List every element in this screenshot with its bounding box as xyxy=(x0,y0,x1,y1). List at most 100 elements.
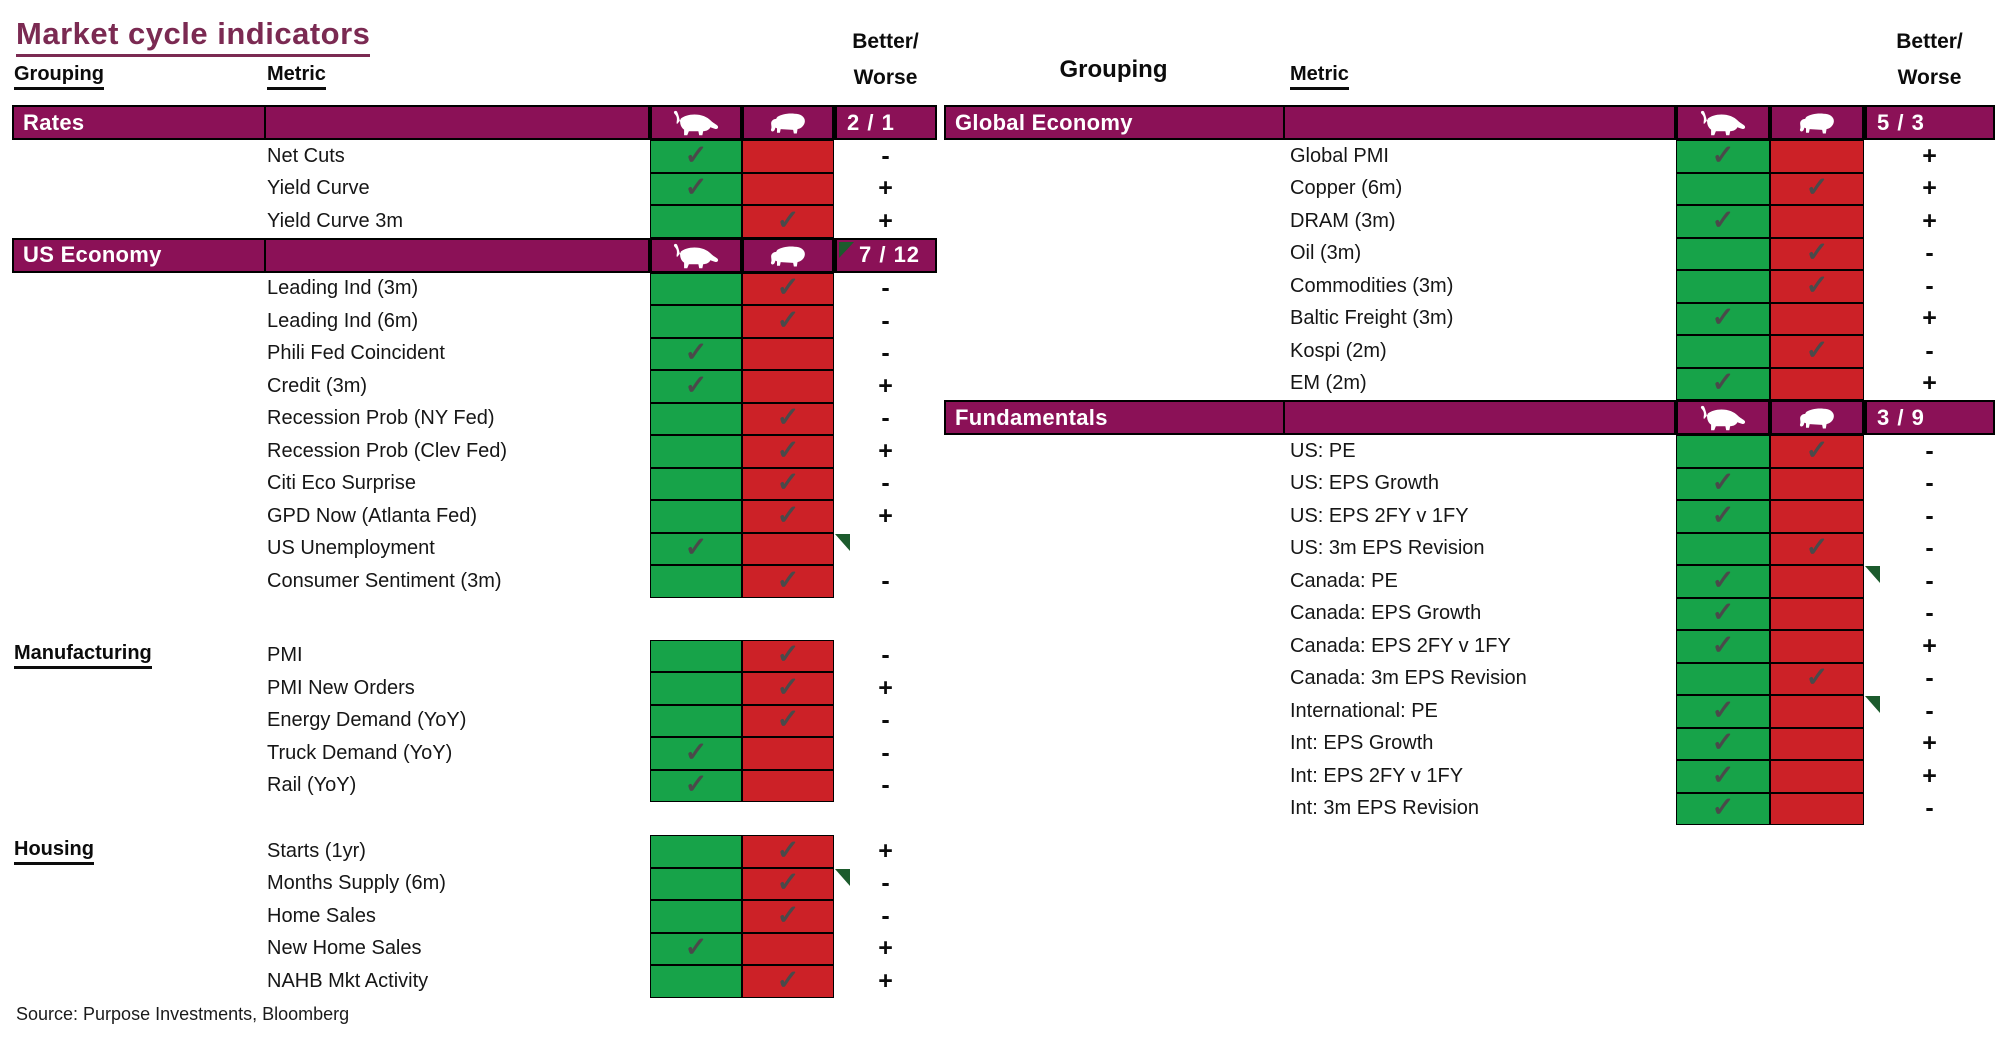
grouping-cell xyxy=(12,273,264,306)
metric-label: US Unemployment xyxy=(267,537,435,560)
metric-header-label: Metric xyxy=(1290,63,1349,90)
bull-icon xyxy=(673,243,719,268)
check-icon: ✓ xyxy=(1711,792,1735,823)
metric-label: GPD Now (Atlanta Fed) xyxy=(267,504,478,527)
bear-cell xyxy=(1770,205,1864,238)
check-icon: ✓ xyxy=(776,639,800,670)
indicator-row: Rail (YoY) ✓ - xyxy=(12,769,937,802)
check-icon: ✓ xyxy=(1805,172,1829,203)
metric-label: DRAM (3m) xyxy=(1290,209,1396,232)
better-worse-value: + xyxy=(1922,304,1937,333)
bull-cell: ✓ xyxy=(650,370,742,403)
metric-label: Leading Ind (3m) xyxy=(267,277,419,300)
better-worse-value: - xyxy=(1925,664,1934,693)
grouping-cell xyxy=(944,663,1283,696)
better-worse-value: + xyxy=(1922,206,1937,235)
indicator-row: Canada: EPS 2FY v 1FY ✓ + xyxy=(944,630,1995,663)
check-icon: ✓ xyxy=(776,304,800,335)
section-score-value: 3 / 9 xyxy=(1877,404,1925,430)
section-score-value: 7 / 12 xyxy=(859,242,921,267)
grouping-header-label: Grouping xyxy=(14,63,104,90)
better-worse-value: - xyxy=(1925,534,1934,563)
bull-cell xyxy=(650,835,742,868)
better-worse-value: + xyxy=(878,436,893,465)
grouping-cell xyxy=(12,435,264,468)
check-icon: ✓ xyxy=(776,899,800,930)
bear-header-cell xyxy=(1770,105,1864,140)
better-worse-value: - xyxy=(881,706,890,735)
metric-label: Canada: EPS 2FY v 1FY xyxy=(1290,634,1511,657)
grouping-cell xyxy=(12,900,264,933)
bull-cell xyxy=(650,565,742,598)
grouping-cell xyxy=(944,760,1283,793)
bear-cell xyxy=(742,932,834,965)
indicator-row: Housing Starts (1yr) ✓ + xyxy=(12,835,937,868)
bear-cell xyxy=(1770,302,1864,335)
indicator-row: US Unemployment ✓ xyxy=(12,532,937,565)
better-worse-value: - xyxy=(1925,436,1934,465)
column-divider xyxy=(264,237,266,273)
section-manufacturing: Manufacturing PMI ✓ - PMI New Orders ✓ + Energy… xyxy=(12,639,937,802)
bull-cell: ✓ xyxy=(1676,727,1770,760)
check-icon: ✓ xyxy=(776,467,800,498)
indicator-row: Recession Prob (NY Fed) ✓ - xyxy=(12,402,937,435)
bear-cell: ✓ xyxy=(1770,662,1864,695)
indicator-row: Phili Fed Coincident ✓ - xyxy=(12,337,937,370)
check-icon: ✓ xyxy=(684,769,708,800)
indicator-row: Yield Curve ✓ + xyxy=(12,172,937,205)
indicator-row: Home Sales ✓ - xyxy=(12,900,937,933)
section-rates: Rates 2 / 1 Net Cuts ✓ - Yield Curve ✓ + Yield … xyxy=(12,105,937,238)
flag-triangle-icon xyxy=(835,533,850,551)
right-worse-header: Worse xyxy=(1864,66,1995,90)
indicator-row: Energy Demand (YoY) ✓ - xyxy=(12,704,937,737)
metric-label: Commodities (3m) xyxy=(1290,274,1454,297)
grouping-cell xyxy=(12,205,264,238)
bear-cell: ✓ xyxy=(742,704,834,737)
bull-header-cell xyxy=(1676,400,1770,435)
indicator-row: Net Cuts ✓ - xyxy=(12,140,937,173)
better-worse-value: + xyxy=(1922,729,1937,758)
column-divider xyxy=(1283,400,1285,435)
check-icon: ✓ xyxy=(1711,139,1735,170)
check-icon: ✓ xyxy=(1805,269,1829,300)
better-worse-value: - xyxy=(881,901,890,930)
section-title: Rates xyxy=(23,109,85,135)
better-worse-value: + xyxy=(1922,631,1937,660)
grouping-cell xyxy=(944,500,1283,533)
bear-cell: ✓ xyxy=(742,402,834,435)
metric-label: US: PE xyxy=(1290,439,1356,462)
bear-cell: ✓ xyxy=(742,639,834,672)
bear-icon xyxy=(1799,408,1834,429)
better-worse-value: - xyxy=(881,306,890,335)
bull-icon xyxy=(1700,405,1746,431)
bear-cell: ✓ xyxy=(742,835,834,868)
bear-cell xyxy=(1770,367,1864,400)
indicator-row: PMI New Orders ✓ + xyxy=(12,672,937,705)
better-worse-value: + xyxy=(1922,174,1937,203)
metric-label: EM (2m) xyxy=(1290,372,1367,395)
bull-cell: ✓ xyxy=(1676,565,1770,598)
bear-cell: ✓ xyxy=(742,435,834,468)
indicator-row: Truck Demand (YoY) ✓ - xyxy=(12,737,937,770)
better-worse-value: - xyxy=(1925,794,1934,823)
grouping-cell xyxy=(944,205,1283,238)
metric-label: Energy Demand (YoY) xyxy=(267,709,467,732)
metric-label: Phili Fed Coincident xyxy=(267,342,445,365)
bull-cell xyxy=(1676,270,1770,303)
column-divider xyxy=(1283,105,1285,140)
check-icon: ✓ xyxy=(776,704,800,735)
metric-label: Credit (3m) xyxy=(267,374,368,397)
bull-cell: ✓ xyxy=(650,769,742,802)
metric-label: Oil (3m) xyxy=(1290,242,1362,265)
source-note: Source: Purpose Investments, Bloomberg xyxy=(16,1004,350,1024)
better-worse-value: - xyxy=(881,738,890,767)
indicator-row: Yield Curve 3m ✓ + xyxy=(12,205,937,238)
indicator-row: US: 3m EPS Revision ✓ - xyxy=(944,532,1995,565)
bull-cell xyxy=(650,467,742,500)
bull-cell: ✓ xyxy=(1676,695,1770,728)
bull-header-cell xyxy=(650,237,742,273)
indicator-row: NAHB Mkt Activity ✓ + xyxy=(12,965,937,998)
section-title: US Economy xyxy=(23,242,162,267)
indicator-row: Oil (3m) ✓ - xyxy=(944,237,1995,270)
bull-cell xyxy=(650,672,742,705)
